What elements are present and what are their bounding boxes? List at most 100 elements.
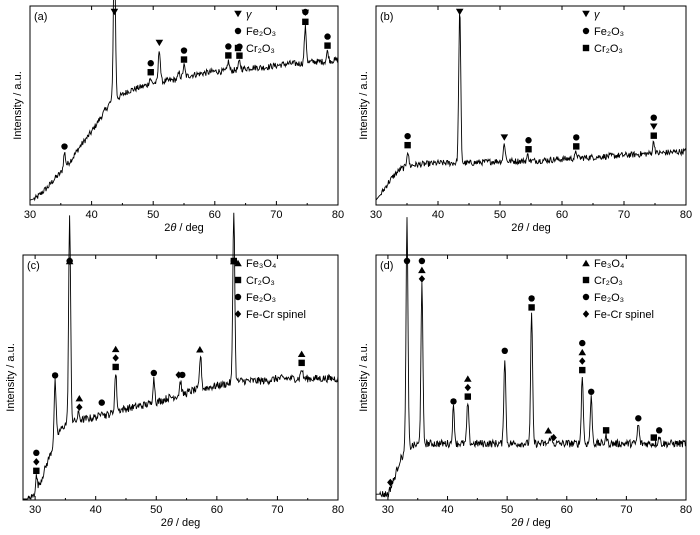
peak-marker-stack bbox=[33, 449, 40, 475]
diamond-legend-icon bbox=[582, 310, 590, 318]
circle-peak-marker bbox=[450, 398, 457, 405]
legend-label: Cr₂O₃ bbox=[594, 43, 623, 55]
peak-marker-stack bbox=[455, 8, 464, 16]
chart-panel-b: 30 40 50 60 70 80 2θ / deg Intensity / a.u. (b) γ… bbox=[358, 5, 692, 234]
square-peak-marker bbox=[324, 42, 331, 49]
chart-panel-a: 30 40 50 60 70 80 2θ / deg Intensity / a.u. (a) γ… bbox=[12, 0, 344, 234]
circle-peak-marker bbox=[403, 257, 411, 265]
peak-marker-stack bbox=[602, 427, 610, 434]
triangle-up-peak-marker bbox=[297, 350, 306, 358]
chart-panel-c: 30 40 50 60 70 80 2θ / deg Intensity / a.u. (c) F… bbox=[5, 212, 344, 529]
diamond-peak-marker bbox=[387, 478, 394, 487]
circle-peak-marker bbox=[98, 399, 105, 406]
legend-label: Fe₃O₄ bbox=[246, 258, 277, 270]
x-tick-label: 70 bbox=[618, 209, 630, 221]
diamond-peak-marker bbox=[112, 354, 119, 362]
triangle-up-peak-marker bbox=[75, 395, 84, 402]
square-peak-marker bbox=[225, 52, 232, 59]
triangle-down-peak-marker bbox=[649, 123, 658, 130]
circle-peak-marker bbox=[324, 33, 331, 40]
peak-marker-stack bbox=[61, 143, 68, 150]
square-peak-marker bbox=[579, 366, 586, 374]
square-peak-marker bbox=[573, 143, 580, 150]
peak-marker-stack bbox=[147, 60, 154, 76]
circle-legend-icon bbox=[582, 293, 590, 301]
circle-peak-marker bbox=[230, 257, 238, 265]
legend-label: Cr₂O₃ bbox=[594, 275, 623, 287]
legend: Fe₃O₄ Cr₂O₃ Fe₂O₃ Fe-Cr spinel bbox=[234, 258, 306, 321]
x-tick-label: 60 bbox=[556, 209, 568, 221]
x-axis-title: 2θ / deg bbox=[161, 517, 201, 529]
square-legend-icon bbox=[234, 276, 242, 284]
triangle-down-peak-marker bbox=[500, 134, 509, 141]
xrd-series-line bbox=[29, 0, 339, 202]
peak-marker-stack bbox=[418, 257, 426, 283]
legend-label: Fe₂O₃ bbox=[594, 292, 624, 304]
x-tick-label: 50 bbox=[147, 209, 159, 221]
legend-label: Cr₂O₃ bbox=[246, 275, 275, 287]
legend-label: Fe₃O₄ bbox=[594, 258, 625, 270]
peak-marker-stack bbox=[150, 369, 158, 377]
circle-peak-marker bbox=[179, 371, 186, 379]
diamond-peak-marker bbox=[33, 458, 40, 466]
panel-label: (d) bbox=[380, 260, 393, 272]
x-axis-title: 2θ / deg bbox=[511, 517, 551, 529]
x-tick-label: 30 bbox=[24, 209, 36, 221]
plot-frame bbox=[375, 5, 687, 206]
xrd-series-line bbox=[376, 217, 687, 498]
circle-peak-marker bbox=[528, 295, 535, 302]
x-tick-label: 50 bbox=[494, 209, 506, 221]
panel-label: (c) bbox=[27, 260, 40, 272]
y-axis-title: Intensity / a.u. bbox=[12, 71, 24, 139]
y-axis-title: Intensity / a.u. bbox=[5, 343, 17, 411]
peak-marker-stack bbox=[51, 372, 59, 379]
x-tick-label: 60 bbox=[561, 504, 573, 516]
triangle-up-legend-icon bbox=[234, 259, 242, 267]
triangle-up-peak-marker bbox=[578, 348, 587, 356]
triangle-down-peak-marker bbox=[455, 8, 464, 16]
peak-marker-stack bbox=[65, 257, 74, 265]
square-peak-marker bbox=[650, 132, 657, 139]
x-axis-title: 2θ / deg bbox=[511, 222, 551, 234]
circle-peak-marker bbox=[525, 137, 532, 144]
peak-marker-stack bbox=[180, 47, 188, 63]
square-legend-icon bbox=[234, 44, 242, 52]
square-peak-marker bbox=[528, 304, 535, 311]
peak-marker-stack bbox=[404, 132, 411, 149]
triangle-up-peak-marker bbox=[418, 266, 426, 274]
peak-marker-stack bbox=[387, 478, 394, 487]
diamond-peak-marker bbox=[418, 275, 426, 283]
legend-label: Fe₂O₃ bbox=[246, 292, 276, 304]
diamond-peak-marker bbox=[76, 403, 83, 411]
x-tick-label: 30 bbox=[370, 209, 382, 221]
square-peak-marker bbox=[147, 69, 154, 76]
circle-peak-marker bbox=[51, 372, 59, 379]
peak-marker-stack bbox=[110, 8, 119, 16]
square-peak-marker bbox=[525, 146, 532, 153]
peak-marker-stack bbox=[225, 43, 232, 59]
x-tick-label: 80 bbox=[680, 504, 692, 516]
x-tick-label: 60 bbox=[209, 209, 221, 221]
peak-marker-stack bbox=[501, 347, 508, 355]
circle-peak-marker bbox=[501, 347, 508, 355]
triangle-down-peak-marker bbox=[110, 8, 119, 16]
circle-peak-marker bbox=[66, 257, 73, 265]
peak-marker-stack bbox=[525, 137, 532, 153]
circle-legend-icon bbox=[234, 293, 242, 301]
circle-peak-marker bbox=[61, 143, 68, 150]
peak-marker-stack bbox=[649, 114, 658, 139]
peak-marker-stack bbox=[650, 434, 658, 441]
peak-marker-stack bbox=[544, 427, 553, 434]
legend-label: γ bbox=[246, 9, 253, 21]
legend-label: Fe-Cr spinel bbox=[246, 309, 306, 321]
diamond-peak-marker bbox=[550, 433, 557, 442]
diamond-peak-marker bbox=[579, 357, 586, 365]
peak-marker-stack bbox=[301, 8, 310, 26]
circle-peak-marker bbox=[573, 134, 580, 141]
triangle-up-legend-icon bbox=[582, 259, 590, 267]
peak-marker-stack bbox=[578, 339, 587, 374]
square-peak-marker bbox=[302, 18, 309, 26]
square-peak-marker bbox=[650, 434, 658, 441]
x-tick-label: 60 bbox=[211, 504, 223, 516]
